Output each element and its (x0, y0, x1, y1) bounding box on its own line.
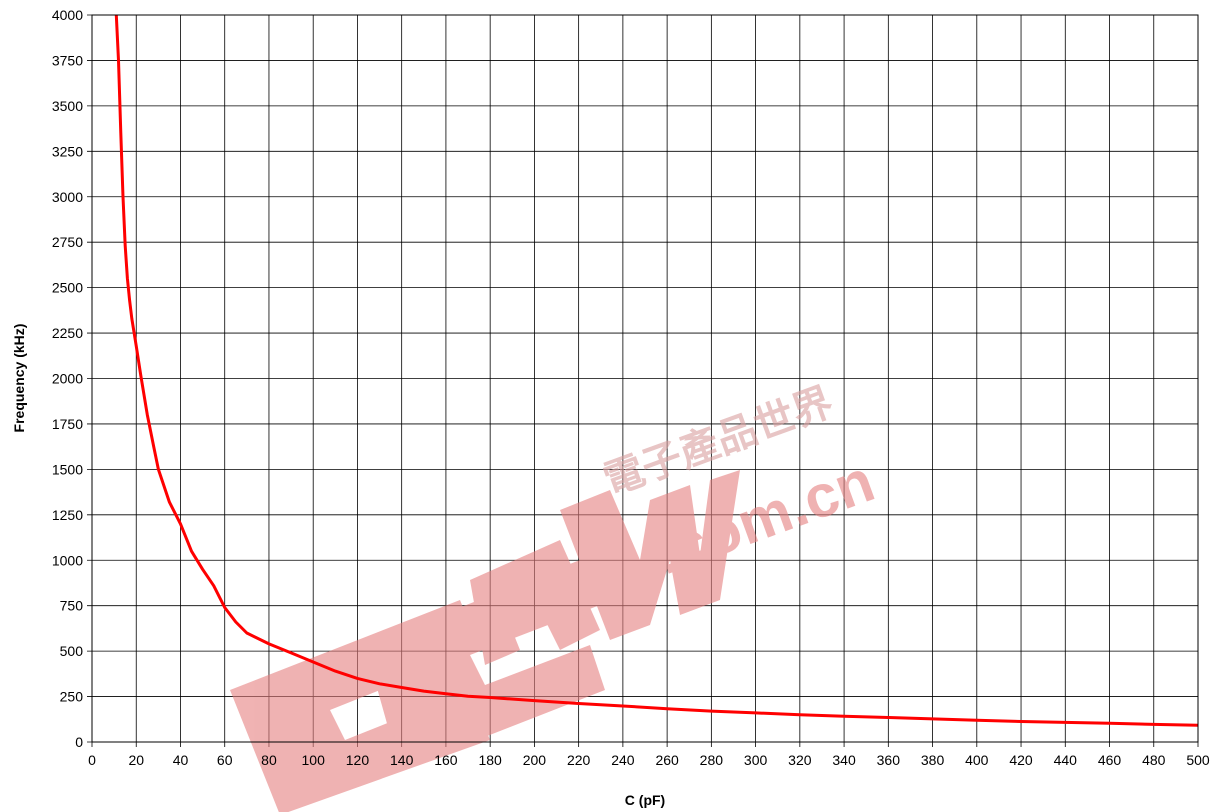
x-tick-label: 120 (346, 752, 370, 768)
x-axis-title: C (pF) (625, 792, 665, 808)
y-tick-label: 1500 (52, 461, 83, 477)
y-tick-label: 250 (60, 689, 84, 705)
x-tick-label: 180 (478, 752, 502, 768)
x-tick-label: 480 (1142, 752, 1166, 768)
x-tick-label: 340 (832, 752, 856, 768)
x-tick-label: 240 (611, 752, 635, 768)
x-tick-label: 440 (1054, 752, 1078, 768)
curve-layer (114, 14, 1199, 727)
x-tick-label: 140 (390, 752, 414, 768)
y-tick-label: 4000 (52, 7, 83, 23)
x-tick-label: 380 (921, 752, 945, 768)
y-tick-label: 3000 (52, 189, 83, 205)
x-tick-label: 60 (217, 752, 233, 768)
x-tick-label: 280 (700, 752, 724, 768)
x-tick-label: 80 (261, 752, 277, 768)
y-tick-label: 1750 (52, 416, 83, 432)
y-axis-title: Frequency (kHz) (11, 324, 27, 433)
x-tick-label: 220 (567, 752, 591, 768)
watermark-p-shape (470, 540, 600, 665)
x-tick-label: 500 (1186, 752, 1210, 768)
plot-frame (91, 14, 1199, 743)
y-tick-label: 500 (60, 643, 84, 659)
x-tick-label: 200 (523, 752, 547, 768)
y-tick-labels: 0 250 500 750 1000 1250 1500 1750 2000 2250 2500 27… (52, 7, 83, 750)
series-line-0 (114, 14, 1199, 727)
watermark-w-shape (560, 470, 740, 640)
x-tick-labels: 0 20 40 60 80 100 120 140 160 180 200 220 240 260 280 3… (88, 752, 1210, 768)
y-tick-label: 0 (75, 734, 83, 750)
y-tick-label: 1000 (52, 552, 83, 568)
y-tick-label: 2250 (52, 325, 83, 341)
y-tick-label: 1250 (52, 507, 83, 523)
x-tick-label: 420 (1009, 752, 1033, 768)
x-tick-label: 320 (788, 752, 812, 768)
x-tick-label: 160 (434, 752, 458, 768)
x-tick-label: 400 (965, 752, 989, 768)
x-tick-label: 300 (744, 752, 768, 768)
x-tick-label: 40 (173, 752, 189, 768)
y-tick-label: 2750 (52, 234, 83, 250)
y-tick-label: 3500 (52, 98, 83, 114)
y-tick-label: 2000 (52, 371, 83, 387)
x-tick-label: 100 (302, 752, 326, 768)
y-tick-label: 750 (60, 598, 84, 614)
eepw-watermark: .com.cn 電子產品世界 (230, 380, 883, 812)
y-tick-label: 3250 (52, 143, 83, 159)
grid (87, 14, 1199, 747)
x-tick-label: 460 (1098, 752, 1122, 768)
x-tick-label: 0 (88, 752, 96, 768)
y-tick-label: 2500 (52, 280, 83, 296)
x-tick-label: 360 (877, 752, 901, 768)
x-tick-label: 20 (128, 752, 144, 768)
y-tick-label: 3750 (52, 52, 83, 68)
x-tick-label: 260 (655, 752, 679, 768)
